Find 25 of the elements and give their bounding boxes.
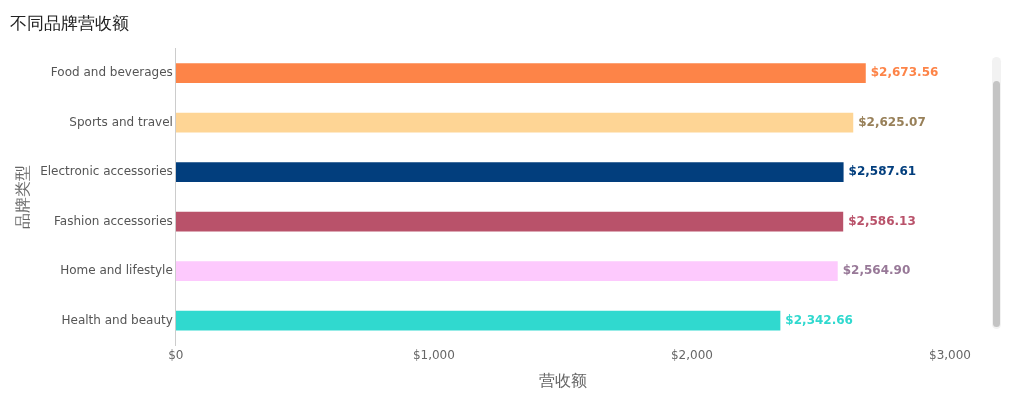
x-tick-label: $2,000 (670, 347, 713, 362)
chart-title: 不同品牌营收额 (10, 12, 129, 33)
y-tick-label: Health and beauty (61, 312, 173, 327)
data-label: $2,564.90 (842, 263, 911, 278)
data-label: $2,625.07 (858, 114, 926, 129)
bar (175, 112, 854, 133)
data-label: $2,342.66 (785, 312, 853, 327)
bar (175, 211, 844, 232)
bar (175, 261, 838, 282)
x-tick-label: $0 (168, 347, 184, 362)
x-tick-label: $1,000 (412, 347, 455, 362)
data-label: $2,587.61 (848, 164, 917, 179)
y-tick-label: Food and beverages (50, 65, 173, 80)
y-tick-label: Electronic accessories (40, 164, 173, 179)
y-tick-label: Fashion accessories (54, 213, 173, 228)
y-tick-label: Sports and travel (69, 114, 173, 129)
data-label: $2,586.13 (848, 213, 916, 228)
y-axis-title: 品牌类型 (12, 164, 32, 229)
x-axis-title: 营收额 (538, 370, 587, 390)
bar (175, 162, 844, 183)
y-tick-label: Home and lifestyle (60, 263, 173, 278)
data-label: $2,673.56 (870, 65, 939, 80)
bar (175, 63, 866, 84)
bar (175, 310, 781, 331)
x-tick-label: $3,000 (929, 347, 971, 362)
